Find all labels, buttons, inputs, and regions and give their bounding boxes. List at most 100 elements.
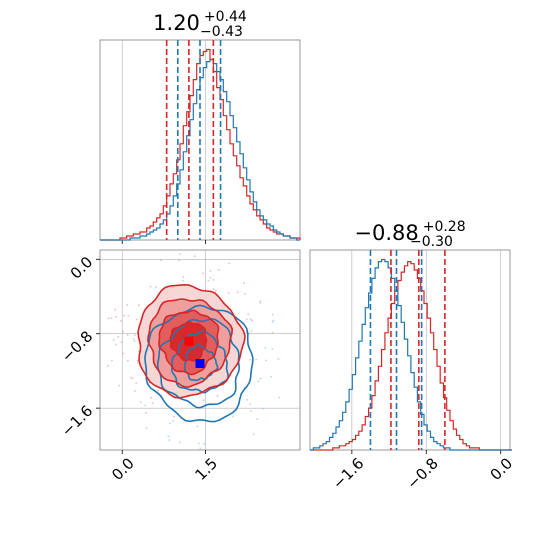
contour-y-tick-label: −1.6 [58, 402, 96, 440]
panel-2d-frame [99, 249, 301, 451]
sample-dot [144, 404, 147, 407]
sample-dot [251, 319, 254, 322]
panel-2d-contour: 0.0 1.5 −1.6 −0.8 0.0 [58, 249, 301, 484]
p2-title: −0.88 +0.28 [354, 219, 465, 245]
sample-dot [136, 362, 139, 364]
sample-dot [270, 375, 273, 378]
sample-dot [115, 316, 117, 318]
sample-dot [243, 282, 245, 284]
sample-dot [256, 418, 259, 421]
sample-dot [228, 262, 231, 265]
sample-dot [131, 377, 134, 380]
contour-y-tick-label: −0.8 [58, 327, 96, 365]
contour-x-tick-label: 1.5 [192, 454, 222, 484]
sample-dot [250, 410, 253, 412]
sample-dot [134, 334, 136, 336]
sample-dot [207, 279, 210, 282]
p1-red-histogram [100, 48, 301, 241]
sample-dot [193, 255, 196, 257]
sample-dot [107, 365, 110, 367]
sample-dot [122, 330, 124, 333]
sample-dot [133, 340, 136, 343]
sample-dot [118, 384, 121, 387]
sample-dot [110, 317, 113, 319]
sample-dot [271, 313, 274, 316]
panel-p1-histogram: 1.20 +0.44 −0.43 [99, 9, 301, 244]
contour-y-tick-label: 0.0 [67, 253, 97, 283]
sample-dot [126, 334, 129, 336]
sample-dot [272, 319, 275, 322]
sample-dot [127, 359, 129, 362]
p1-title-minus: −0.43 [200, 24, 243, 40]
sample-dot [249, 358, 251, 361]
sample-dot [199, 447, 202, 450]
blue-best-fit-marker [195, 359, 205, 368]
sample-dot [172, 415, 175, 418]
sample-dot [155, 286, 157, 288]
sample-dot [202, 272, 205, 275]
sample-dot [212, 279, 215, 281]
sample-dot [249, 318, 252, 321]
sample-dot [209, 270, 212, 272]
sample-dot [265, 359, 267, 362]
sample-dot [172, 420, 175, 422]
sample-dot [145, 412, 147, 414]
p2-blue-histogram [310, 258, 512, 451]
sample-dot [212, 288, 215, 290]
sample-dot [271, 331, 274, 334]
sample-dot [136, 359, 139, 362]
sample-dot [120, 341, 123, 344]
sample-dot [209, 276, 212, 279]
sample-dot [149, 285, 152, 288]
sample-dot [132, 338, 135, 340]
panel-p2-histogram: −1.6 −0.8 0.0 −0.88 +0.28 −0.30 [309, 219, 516, 493]
sample-dot [126, 304, 129, 306]
sample-dot [178, 441, 181, 444]
sample-dot [160, 259, 163, 262]
sample-dot [249, 403, 252, 406]
sample-dot [264, 346, 267, 349]
sample-dot [139, 401, 142, 404]
p1-title: 1.20 +0.44 [153, 9, 247, 35]
sample-dot [157, 389, 160, 392]
sample-dot [244, 293, 246, 295]
sample-dot [250, 330, 253, 332]
p1-blue-histogram [100, 58, 300, 241]
sample-dot [227, 292, 230, 294]
sample-dot [169, 422, 171, 425]
sample-dot [278, 396, 280, 399]
contour-x-tick-label: 0.0 [108, 454, 138, 484]
sample-dot [120, 320, 122, 322]
sample-dot [135, 318, 138, 321]
sample-dot [122, 352, 125, 355]
sample-dot [182, 276, 185, 278]
sample-dot [117, 335, 120, 338]
sample-dot [214, 289, 217, 292]
sample-dot [217, 269, 220, 271]
sample-dot [246, 399, 249, 401]
sample-dot [111, 359, 113, 362]
sample-dot [167, 435, 170, 438]
sample-dot [248, 332, 251, 335]
sample-dot [127, 314, 130, 317]
sample-dot [202, 399, 205, 402]
sample-dot [252, 433, 255, 436]
p2-title-value: −0.88 [354, 221, 418, 245]
red-contour-line [147, 298, 234, 388]
sample-dot [257, 380, 260, 383]
sample-dot [147, 382, 150, 384]
p2-x-tick-label: −1.6 [329, 454, 367, 492]
sample-dot [236, 291, 239, 294]
sample-dot [231, 415, 234, 418]
blue-contour-line [144, 304, 254, 423]
sample-dot [182, 279, 184, 282]
sample-dot [277, 358, 280, 360]
sample-dot [145, 427, 148, 430]
sample-dot [179, 253, 182, 255]
panel-p2-frame [309, 249, 511, 451]
sample-dot [150, 396, 153, 399]
red-contour-line [169, 321, 208, 362]
red-contour-line [137, 283, 246, 399]
sample-dot [262, 407, 265, 410]
